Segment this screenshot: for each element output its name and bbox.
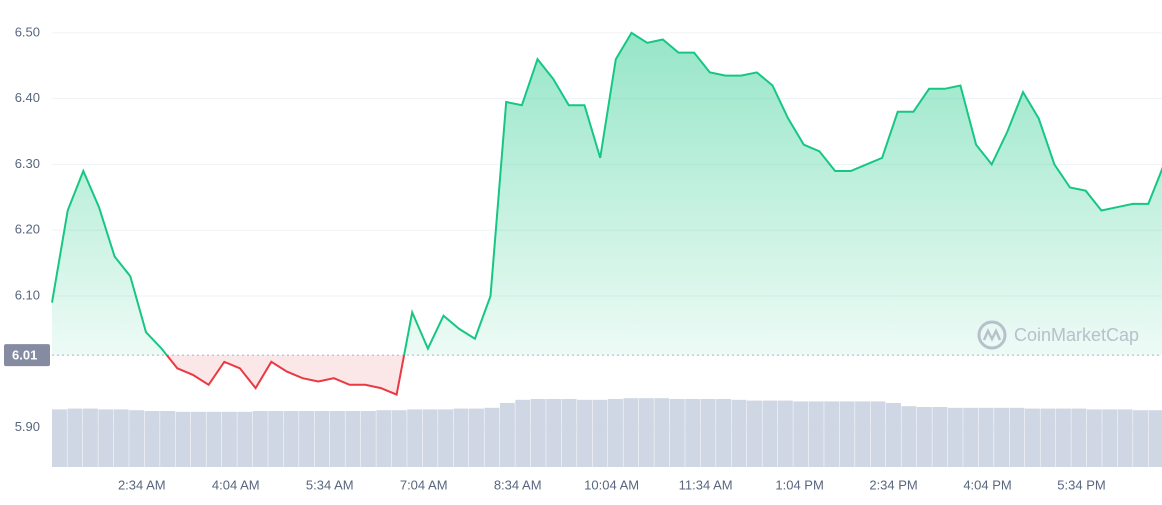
volume-bar: [191, 411, 206, 467]
watermark-text: CoinMarketCap: [1014, 325, 1139, 345]
volume-bar: [82, 408, 98, 467]
volume-bar: [978, 407, 994, 467]
volume-bar: [453, 408, 469, 467]
volume-bar: [577, 399, 593, 467]
baseline-label-box: [4, 344, 50, 367]
x-tick-label: 2:34 AM: [118, 477, 166, 492]
volume-bar: [314, 411, 330, 467]
volume-bar: [129, 410, 145, 467]
x-tick-label: 1:04 PM: [775, 477, 823, 492]
x-tick-label: 8:34 AM: [494, 477, 542, 492]
volume-bar: [268, 411, 284, 467]
volume-bar: [916, 407, 932, 467]
volume-bar: [716, 399, 732, 467]
volume-bar: [438, 409, 454, 467]
volume-bar: [824, 401, 840, 467]
volume-bar: [1040, 408, 1056, 467]
volume-bar: [762, 400, 778, 467]
x-tick-label: 2:34 PM: [869, 477, 917, 492]
volume-bar: [994, 407, 1010, 467]
volume-bar: [252, 411, 268, 467]
volume-bar: [67, 408, 83, 467]
volume-bar: [561, 399, 577, 467]
volume-bar: [1086, 409, 1102, 467]
volume-bar: [330, 411, 345, 467]
volume-bar: [530, 399, 546, 467]
volume-bar: [808, 401, 824, 467]
volume-bar: [1148, 410, 1162, 467]
price-line-down: [165, 355, 406, 396]
volume-bar: [113, 409, 129, 467]
volume-bar: [1025, 408, 1040, 467]
volume-bar: [345, 411, 361, 467]
volume-bar: [901, 406, 917, 467]
y-tick-label: 5.90: [15, 419, 40, 434]
volume-bar: [963, 407, 979, 467]
x-tick-label: 10:04 AM: [584, 477, 639, 492]
volume-bar: [1009, 407, 1025, 467]
x-tick-label: 4:04 AM: [212, 477, 260, 492]
volume-bar: [638, 398, 654, 467]
y-tick-label: 6.20: [15, 222, 40, 237]
x-tick-label: 5:34 AM: [306, 477, 354, 492]
volume-bar: [160, 411, 176, 467]
area-down: [166, 355, 405, 395]
volume-bar: [407, 409, 423, 467]
volume-bar: [685, 399, 701, 467]
volume-bar: [870, 401, 886, 467]
volume-bar: [144, 411, 160, 467]
volume-bar: [98, 409, 114, 467]
baseline-label: 6.01: [12, 348, 37, 363]
volume-bar: [469, 408, 484, 467]
y-tick-label: 6.10: [15, 287, 40, 302]
volume-bar: [700, 399, 716, 467]
volume-bar: [1055, 408, 1071, 467]
volume-bar: [731, 399, 747, 467]
volume-bar: [1117, 409, 1133, 467]
volume-bar: [206, 411, 222, 467]
y-tick-label: 6.30: [15, 156, 40, 171]
volume-bar: [422, 409, 438, 467]
volume-bar: [376, 410, 392, 467]
volume-bar: [932, 407, 948, 467]
volume-bar: [592, 399, 608, 467]
volume-bar: [793, 401, 809, 467]
volume-bar: [237, 411, 253, 467]
y-tick-label: 6.40: [15, 90, 40, 105]
volume-bar: [283, 411, 299, 467]
volume-bar: [546, 399, 562, 467]
volume-bar: [886, 403, 901, 467]
watermark: CoinMarketCap: [977, 320, 1139, 350]
volume-bar: [1102, 409, 1118, 467]
volume-bar: [747, 400, 762, 467]
volume-bar: [839, 401, 855, 467]
volume-bar: [360, 411, 376, 467]
volume-bar: [654, 398, 670, 467]
price-line-up: [51, 31, 1162, 356]
x-tick-label: 5:34 PM: [1057, 477, 1105, 492]
volume-bar: [221, 411, 237, 467]
volume-bar: [515, 399, 531, 467]
volume-bar: [608, 399, 623, 467]
y-tick-label: 6.50: [15, 24, 40, 39]
volume-bar: [391, 410, 407, 467]
volume-bar: [52, 409, 67, 467]
volume-bar: [484, 407, 500, 467]
volume-bar: [299, 411, 315, 467]
volume-bar: [1133, 410, 1149, 467]
volume-bar: [1071, 408, 1087, 467]
volume-bar: [669, 399, 685, 467]
x-tick-label: 7:04 AM: [400, 477, 448, 492]
volume-bar: [777, 400, 793, 467]
x-tick-label: 4:04 PM: [963, 477, 1011, 492]
volume-bar: [175, 411, 191, 467]
volume-bar: [855, 401, 871, 467]
volume-bar: [623, 398, 639, 467]
area-up: [52, 32, 1162, 356]
x-tick-label: 11:34 AM: [679, 477, 733, 492]
volume-bar: [499, 403, 515, 467]
volume-bar: [947, 407, 963, 467]
